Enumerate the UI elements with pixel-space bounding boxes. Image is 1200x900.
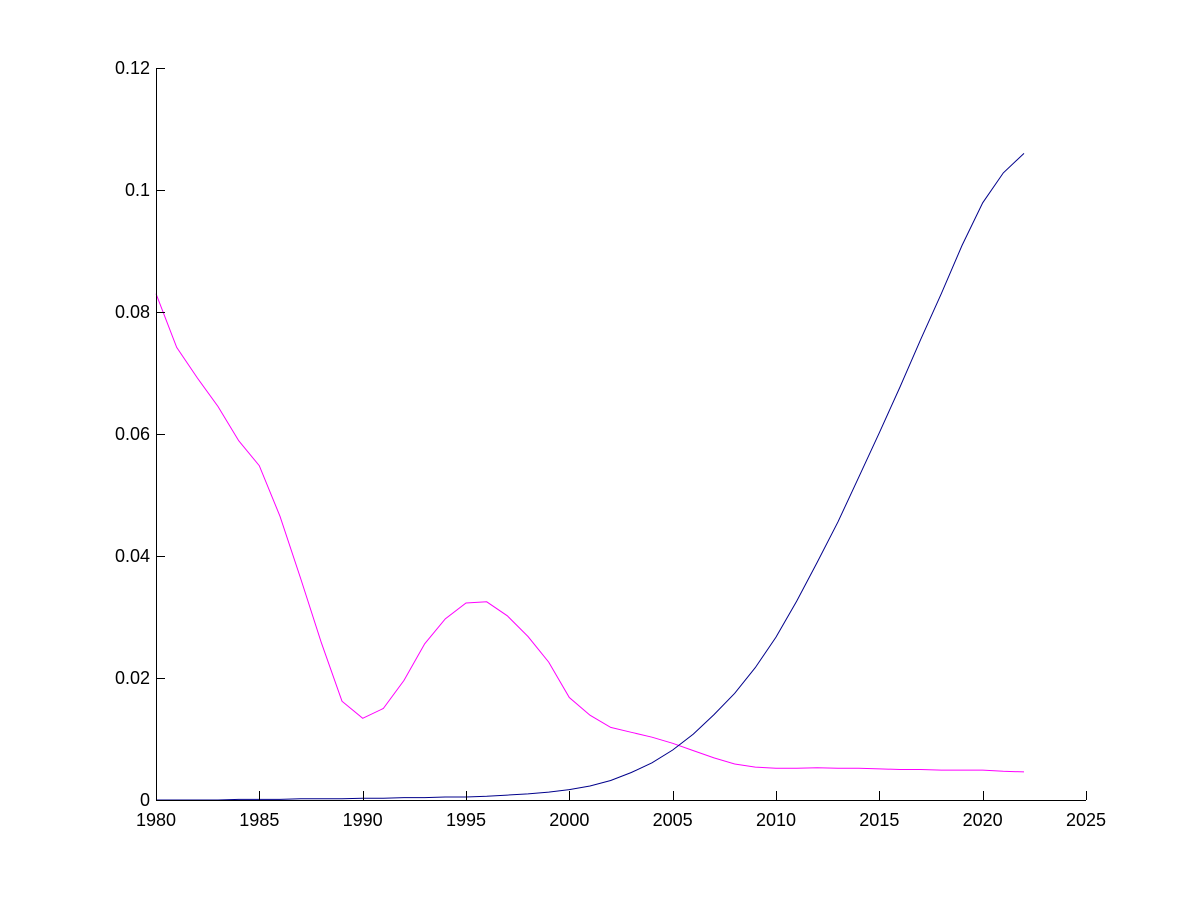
x-tick-label: 1990 bbox=[343, 810, 383, 830]
y-tick-label: 0 bbox=[140, 790, 150, 810]
x-tick-label: 1985 bbox=[239, 810, 279, 830]
x-tick-label: 2010 bbox=[756, 810, 796, 830]
series-line-2 bbox=[156, 153, 1025, 801]
x-tick-label: 1980 bbox=[136, 810, 176, 830]
x-tick-label: 2025 bbox=[1066, 810, 1106, 830]
x-tick-label: 2000 bbox=[549, 810, 589, 830]
x-tick-label: 1995 bbox=[446, 810, 486, 830]
y-tick-label: 0.06 bbox=[115, 424, 150, 444]
ticks-layer: 1980 1985 1990 1995 2000 2005 2010 2015 2020 2025… bbox=[115, 58, 1106, 830]
series-layer bbox=[155, 153, 1025, 801]
y-tick-label: 0.04 bbox=[115, 546, 150, 566]
series-line-1 bbox=[155, 293, 1025, 773]
x-tick-label: 2005 bbox=[653, 810, 693, 830]
y-tick-label: 0.08 bbox=[115, 302, 150, 322]
x-tick-label: 2020 bbox=[963, 810, 1003, 830]
x-tick-label: 2015 bbox=[859, 810, 899, 830]
y-tick-label: 0.1 bbox=[125, 180, 150, 200]
axes-layer bbox=[156, 68, 1086, 801]
y-tick-label: 0.12 bbox=[115, 58, 150, 78]
y-tick-label: 0.02 bbox=[115, 668, 150, 688]
